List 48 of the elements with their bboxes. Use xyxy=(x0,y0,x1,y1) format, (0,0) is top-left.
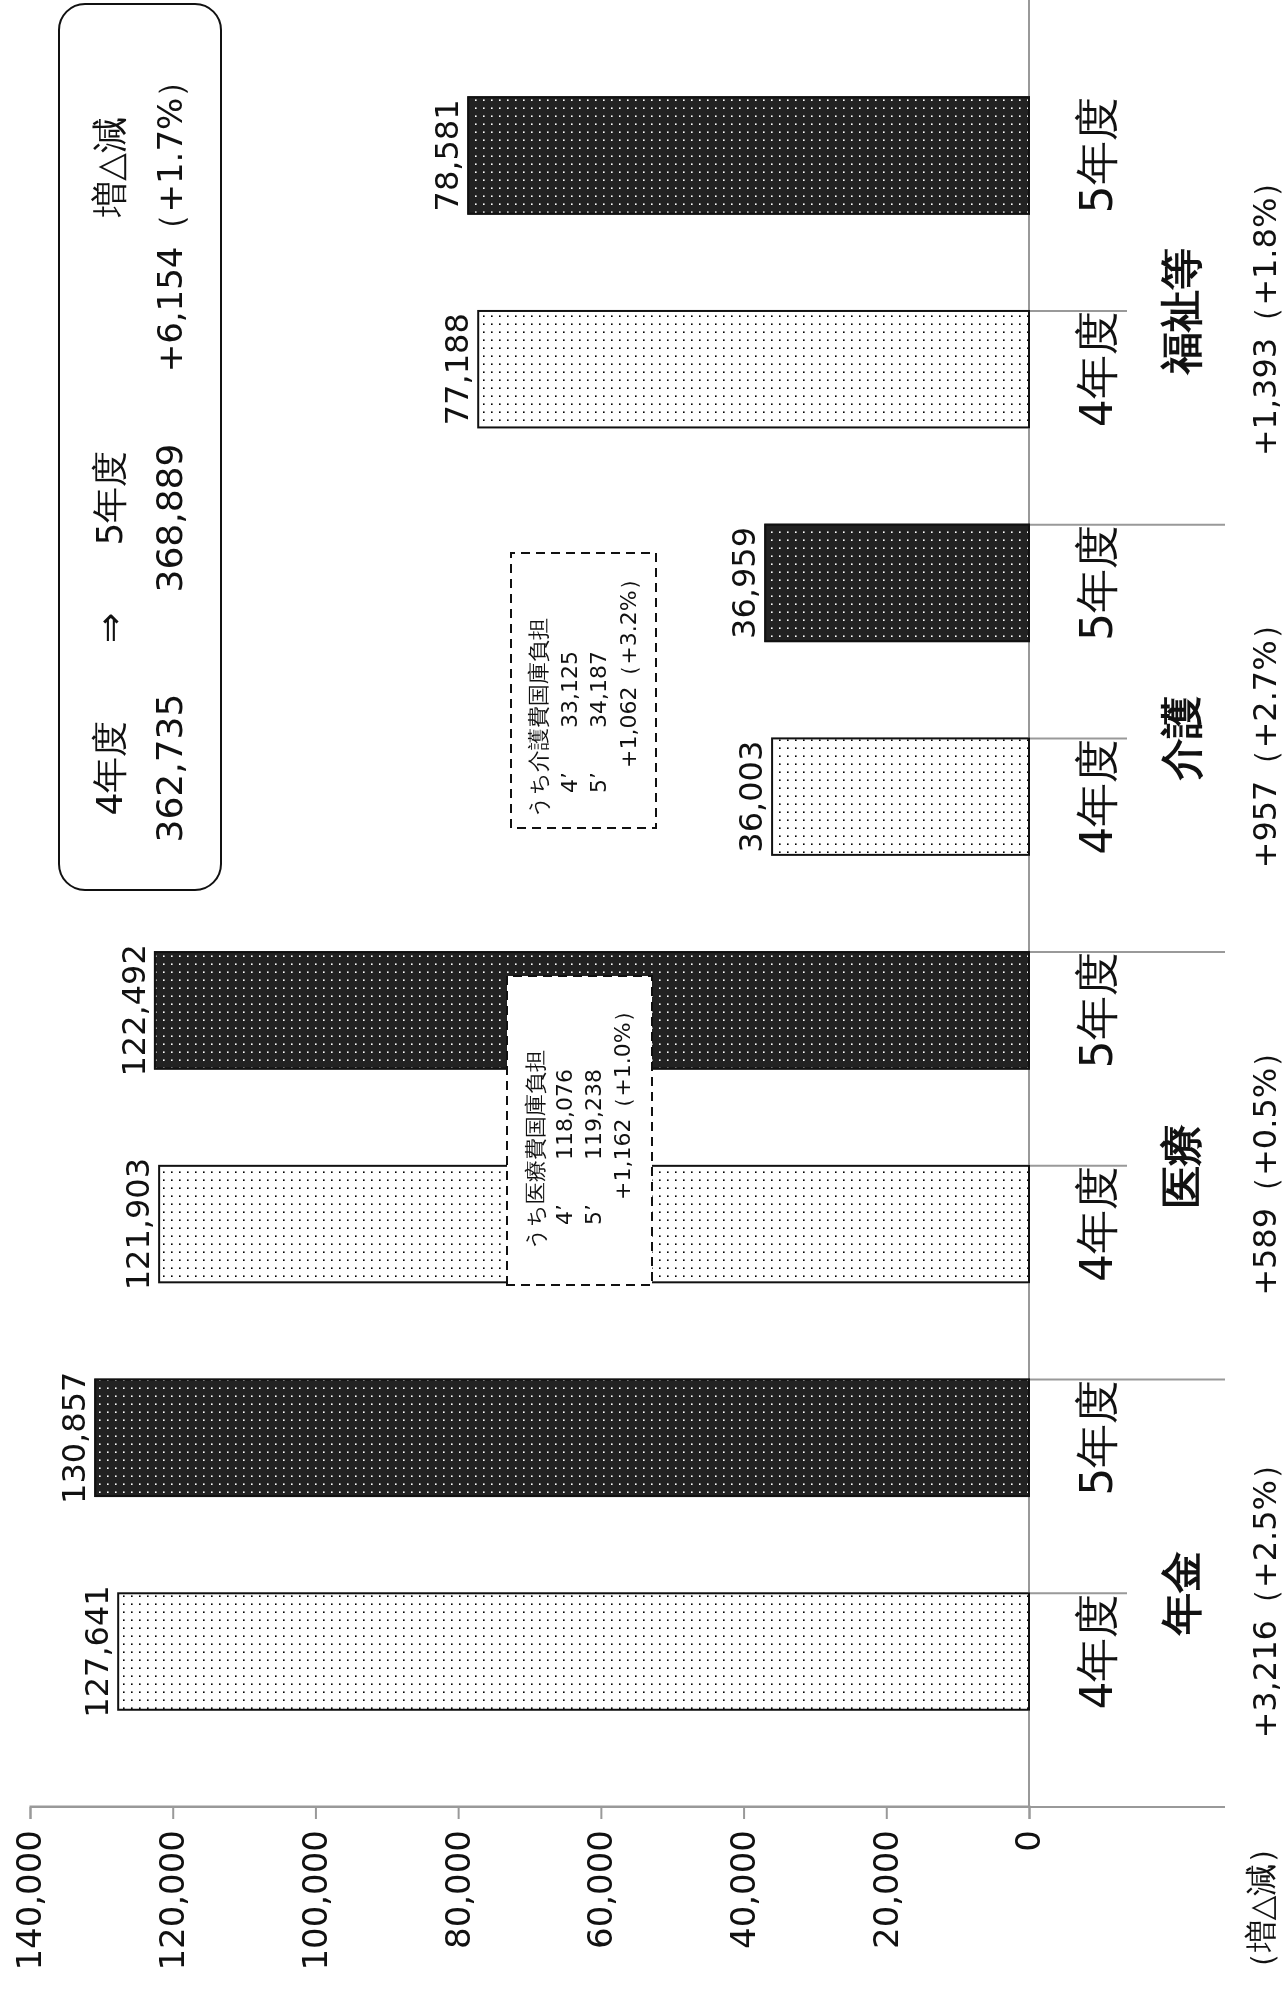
annotation: +6,154（+1.7%） xyxy=(150,63,190,373)
annotation: +1,162（+1.0%） xyxy=(610,1000,635,1200)
text: 4年度 xyxy=(1071,738,1122,855)
text: 5年度 xyxy=(1071,1379,1122,1496)
annotation: +1,062（+3.2%） xyxy=(616,568,641,768)
text: 5年度 xyxy=(1071,97,1122,214)
data-label: 78,581 xyxy=(428,99,467,212)
annotation: 4’ 33,125 xyxy=(557,651,582,793)
x-tick-label: 20,000 xyxy=(865,1830,906,1949)
text: 4年度 xyxy=(1071,1166,1122,1283)
x-tick-label: 140,000 xyxy=(9,1830,50,1971)
text: +3,216（+2.5%） xyxy=(1246,1448,1284,1739)
data-label: 122,492 xyxy=(114,944,153,1077)
y-tick-label: 介護 xyxy=(1157,696,1206,782)
annotation: 362,735 xyxy=(149,693,190,843)
x-tick-label: 40,000 xyxy=(722,1830,763,1949)
data-label: 77,188 xyxy=(438,313,477,426)
x-tick-label: 60,000 xyxy=(580,1830,621,1949)
text: +589（+0.5%） xyxy=(1246,1035,1284,1296)
text: 4年度 xyxy=(1071,311,1122,428)
annotation: うち医療費国庫負担 xyxy=(523,1050,548,1250)
data-label: 127,641 xyxy=(78,1585,117,1718)
annotation: 368,889 xyxy=(149,443,190,593)
annotation: うち介護費国庫負担 xyxy=(526,618,551,818)
annotation: 5’ 34,187 xyxy=(586,651,611,793)
annotation: 増△減 xyxy=(89,117,130,218)
annotation: 5’ 119,238 xyxy=(581,1069,606,1225)
text: +1,393（+1.8%） xyxy=(1246,165,1284,457)
annotation: ⇒ xyxy=(89,612,130,644)
annotation: 5年度 xyxy=(89,450,130,546)
text: +957（+2.7%） xyxy=(1246,608,1284,869)
x-tick-label: 0 xyxy=(1008,1830,1049,1852)
x-tick-label: 80,000 xyxy=(437,1830,478,1949)
data-label: 36,003 xyxy=(732,740,771,853)
annotation: 4’ 118,076 xyxy=(552,1069,577,1225)
x-tick-label: 120,000 xyxy=(152,1830,193,1971)
text: （増△減） xyxy=(1242,1831,1280,1985)
data-label: 121,903 xyxy=(119,1157,158,1291)
data-label: 36,959 xyxy=(725,526,764,639)
y-tick-label: 福祉等 xyxy=(1157,247,1206,376)
text: 4年度 xyxy=(1071,1593,1122,1710)
text: 5年度 xyxy=(1071,952,1122,1069)
y-tick-label: 医療 xyxy=(1157,1123,1206,1208)
annotation: 4年度 xyxy=(89,720,130,816)
y-tick-label: 年金 xyxy=(1157,1551,1206,1637)
x-tick-label: 100,000 xyxy=(294,1830,335,1971)
text: 5年度 xyxy=(1071,524,1122,641)
data-label: 130,857 xyxy=(55,1371,94,1504)
